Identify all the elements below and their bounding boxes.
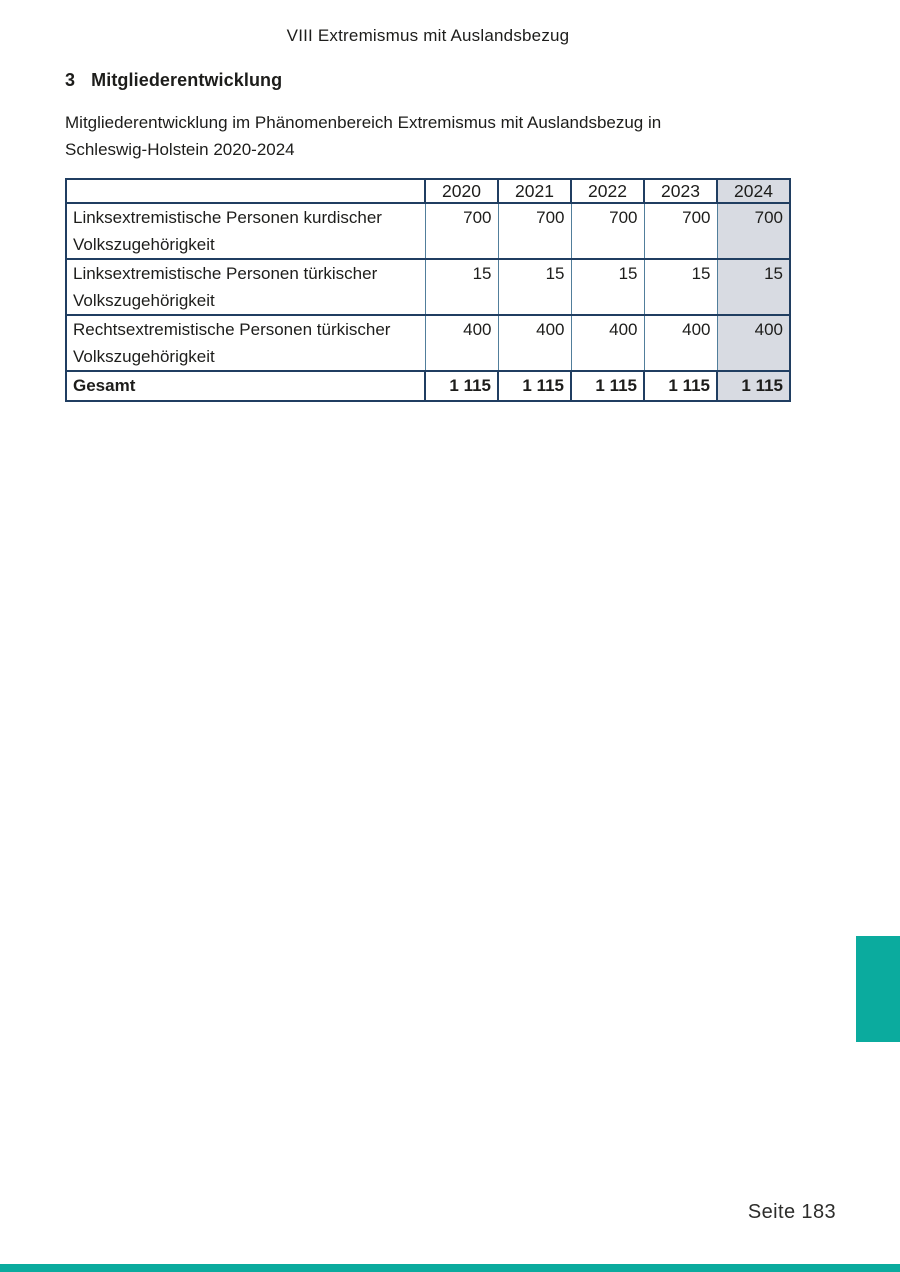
value-cell: 400 xyxy=(570,315,644,372)
row-label-line-1: Rechtsextremistische Personen türkischer xyxy=(73,320,391,339)
year-header-2023: 2023 xyxy=(643,179,717,204)
total-value-cell: 1 115 xyxy=(716,371,790,402)
row-label: Linksextremistische Personen kurdischer … xyxy=(66,203,425,260)
row-label: Linksextremistische Personen türkischer … xyxy=(66,259,425,316)
section-heading: 3 Mitgliederentwicklung xyxy=(65,70,282,91)
page-number: Seite 183 xyxy=(747,1201,836,1223)
intro-paragraph: Mitgliederentwicklung im Phänomenbereich… xyxy=(65,109,785,163)
value-cell: 15 xyxy=(643,259,717,316)
value-cell: 400 xyxy=(643,315,717,372)
year-header-2020: 2020 xyxy=(424,179,498,204)
table-row: Rechtsextremistische Personen türkischer… xyxy=(66,315,790,372)
total-value-cell: 1 115 xyxy=(643,371,717,402)
value-cell: 15 xyxy=(570,259,644,316)
table-row: Linksextremistische Personen türkischer … xyxy=(66,259,790,316)
value-cell: 700 xyxy=(716,203,790,260)
row-label-line-1: Linksextremistische Personen kurdischer xyxy=(73,208,382,227)
row-label-line-2: Volkszugehörigkeit xyxy=(73,290,215,310)
table-row: Linksextremistische Personen kurdischer … xyxy=(66,203,790,260)
total-value-cell: 1 115 xyxy=(424,371,498,402)
total-label: Gesamt xyxy=(66,371,425,402)
value-cell: 700 xyxy=(497,203,571,260)
value-cell: 700 xyxy=(570,203,644,260)
table-corner-cell xyxy=(66,179,425,204)
section-number: 3 xyxy=(65,70,76,90)
year-header-2022: 2022 xyxy=(570,179,644,204)
chapter-tab-marker xyxy=(856,936,900,1042)
intro-line-1: Mitgliederentwicklung im Phänomenbereich… xyxy=(65,113,662,132)
row-label-line-2: Volkszugehörigkeit xyxy=(73,234,215,254)
table-header-row: 2020 2021 2022 2023 2024 xyxy=(66,179,790,204)
value-cell: 400 xyxy=(497,315,571,372)
row-label-line-1: Linksextremistische Personen türkischer xyxy=(73,264,378,283)
membership-development-table: 2020 2021 2022 2023 2024 Linksextremisti… xyxy=(65,178,791,402)
value-cell: 15 xyxy=(716,259,790,316)
table-total-row: Gesamt 1 115 1 115 1 115 1 115 1 115 xyxy=(66,371,790,402)
bottom-accent-bar xyxy=(0,1264,900,1272)
value-cell: 700 xyxy=(424,203,498,260)
value-cell: 400 xyxy=(424,315,498,372)
running-header: VIII Extremismus mit Auslandsbezug xyxy=(286,26,570,45)
row-label: Rechtsextremistische Personen türkischer… xyxy=(66,315,425,372)
value-cell: 15 xyxy=(497,259,571,316)
total-value-cell: 1 115 xyxy=(497,371,571,402)
intro-line-2: Schleswig-Holstein 2020-2024 xyxy=(65,140,295,159)
year-header-2024: 2024 xyxy=(716,179,790,204)
value-cell: 400 xyxy=(716,315,790,372)
total-value-cell: 1 115 xyxy=(570,371,644,402)
row-label-line-2: Volkszugehörigkeit xyxy=(73,346,215,366)
value-cell: 700 xyxy=(643,203,717,260)
value-cell: 15 xyxy=(424,259,498,316)
section-title: Mitgliederentwicklung xyxy=(91,70,283,90)
year-header-2021: 2021 xyxy=(497,179,571,204)
